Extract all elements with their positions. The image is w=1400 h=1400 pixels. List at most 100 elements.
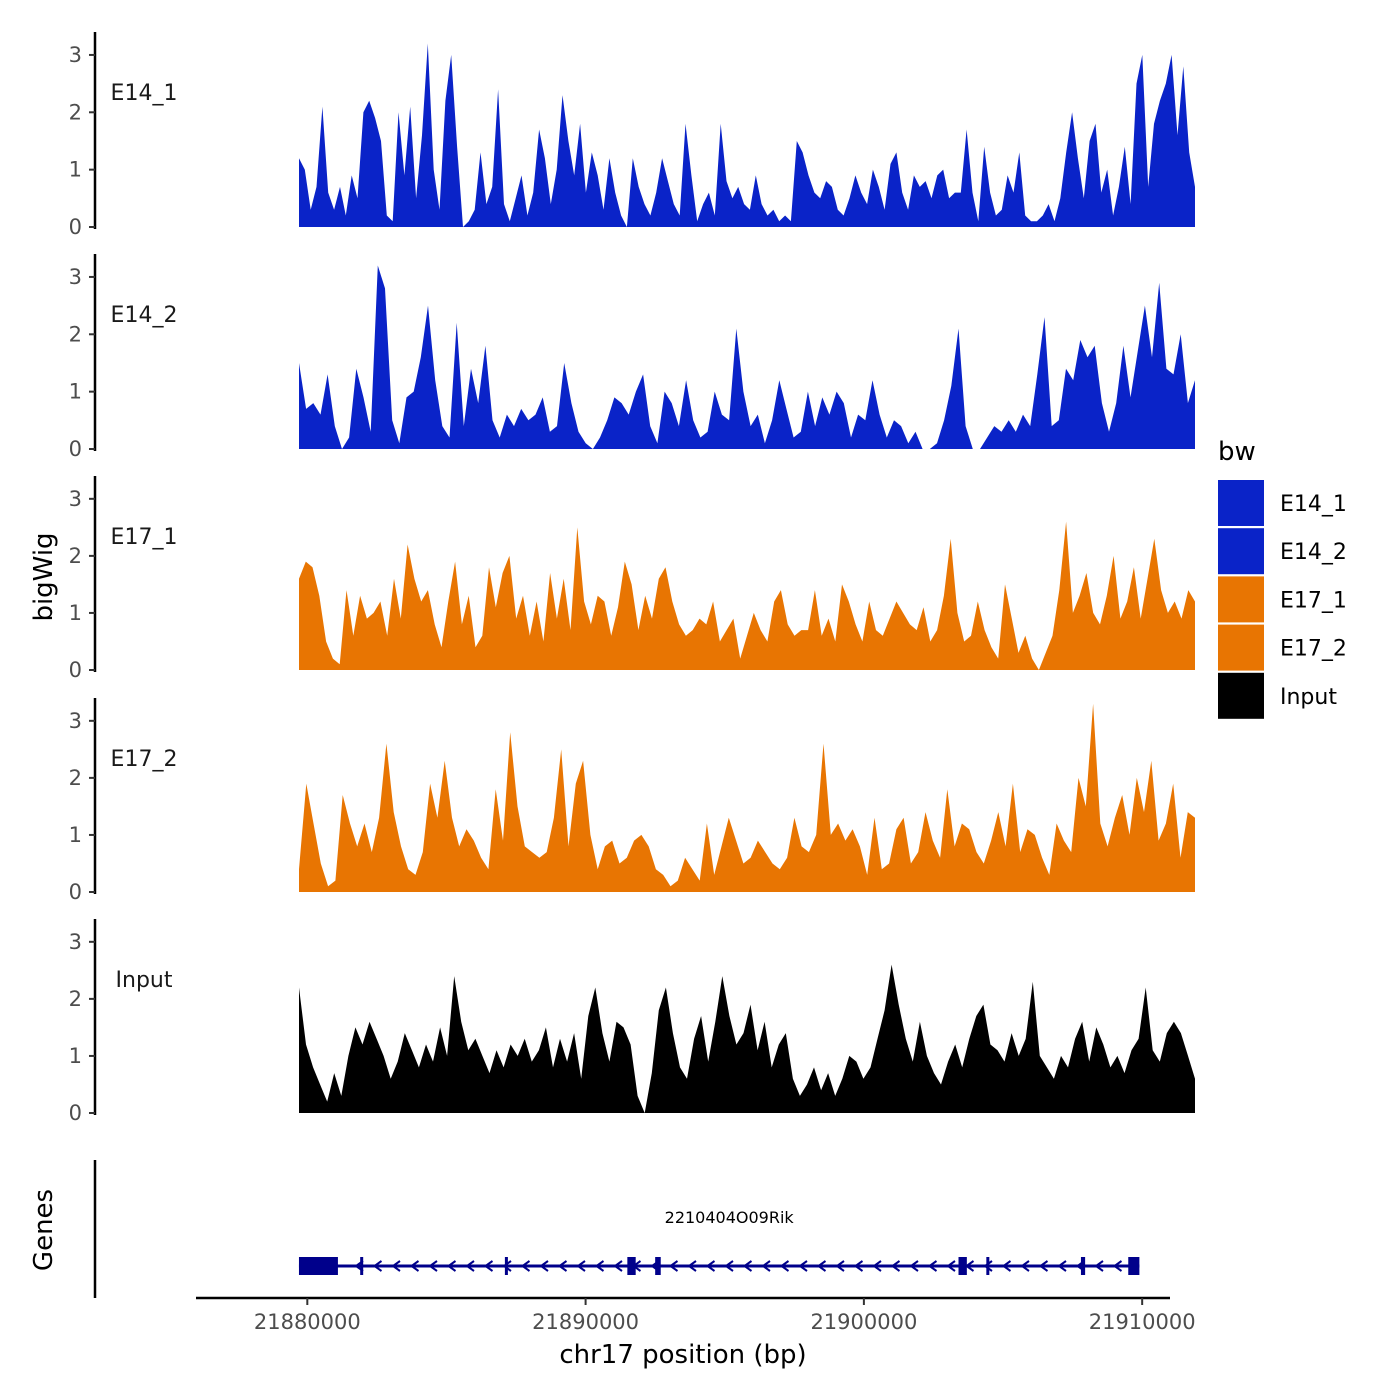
legend-swatch — [1218, 624, 1264, 671]
y-tick-label: 2 — [69, 987, 82, 1011]
y-tick-label: 1 — [69, 158, 82, 182]
gene-exon — [1080, 1257, 1086, 1275]
legend-label: Input — [1280, 685, 1337, 710]
signal-area — [299, 703, 1195, 892]
y-tick-label: 1 — [69, 601, 82, 625]
track-label: E17_2 — [111, 747, 178, 772]
gene-exon — [360, 1257, 364, 1275]
x-tick-label: 21900000 — [810, 1310, 917, 1334]
strand-arrow-icon — [668, 1260, 679, 1272]
signal-area — [299, 964, 1195, 1113]
gene-exon — [655, 1257, 661, 1275]
strand-arrow-icon — [391, 1260, 401, 1272]
track-e17-1: 0 1 2 3 E17_1 — [69, 476, 1195, 682]
strand-arrow-icon — [927, 1260, 938, 1272]
legend-title: bw — [1218, 437, 1256, 467]
x-tick-label: 21890000 — [532, 1310, 639, 1334]
y-tick-label: 2 — [69, 100, 82, 124]
strand-arrow-icon — [502, 1260, 512, 1272]
track-input: 0 1 2 3 Input — [69, 919, 1195, 1125]
y-tick-label: 3 — [69, 265, 82, 289]
strand-arrow-icon — [539, 1260, 549, 1272]
legend-swatch — [1218, 672, 1264, 719]
gene-exon — [504, 1257, 508, 1275]
y-tick-label: 2 — [69, 544, 82, 568]
strand-arrow-icon — [946, 1260, 956, 1272]
gene-exon — [958, 1257, 967, 1275]
track-label: Input — [116, 968, 173, 993]
strand-arrow-icon — [483, 1260, 494, 1272]
strand-arrow-icon — [705, 1260, 716, 1272]
signal-tracks: 0 1 2 3 E14_1 0 1 2 3 E14_2 0 1 2 3 E17_1 0 1 2 3 E17_2 0 1 2 3… — [69, 32, 1195, 1125]
legend-label: E17_1 — [1280, 588, 1347, 613]
strand-arrow-icon — [613, 1260, 623, 1272]
strand-arrow-icon — [724, 1260, 734, 1272]
strand-arrow-icon — [1112, 1260, 1123, 1272]
y-tick-label: 2 — [69, 766, 82, 790]
strand-arrows — [354, 1260, 1123, 1272]
y-tick-label: 3 — [69, 709, 82, 733]
strand-arrow-icon — [761, 1260, 771, 1272]
gene-exon — [627, 1257, 636, 1275]
y-tick-label: 1 — [69, 823, 82, 847]
strand-arrow-icon — [742, 1260, 753, 1272]
strand-arrow-icon — [779, 1260, 790, 1272]
y-tick-label: 3 — [69, 487, 82, 511]
strand-arrow-icon — [372, 1260, 383, 1272]
y-tick-label: 3 — [69, 930, 82, 954]
strand-arrow-icon — [983, 1260, 993, 1272]
x-axis: 21880000 21890000 21900000 21910000 — [196, 1296, 1196, 1334]
strand-arrow-icon — [594, 1260, 605, 1272]
track-e14-1: 0 1 2 3 E14_1 — [69, 32, 1195, 239]
strand-arrow-icon — [1038, 1260, 1049, 1272]
strand-arrow-icon — [872, 1260, 882, 1272]
gene-exon — [986, 1257, 990, 1275]
track-label: E14_2 — [111, 303, 178, 328]
y-tick-label: 0 — [69, 1101, 82, 1125]
strand-arrow-icon — [465, 1260, 475, 1272]
x-tick-label: 21910000 — [1089, 1310, 1196, 1334]
strand-arrow-icon — [1094, 1260, 1104, 1272]
gene-name-label: 2210404O09Rik — [665, 1208, 795, 1227]
legend-swatch — [1218, 576, 1264, 623]
x-tick-label: 21880000 — [254, 1310, 361, 1334]
track-label: E17_1 — [111, 525, 178, 550]
legend-swatch — [1218, 480, 1264, 526]
strand-arrow-icon — [576, 1260, 586, 1272]
y-tick-label: 2 — [69, 322, 82, 346]
strand-arrow-icon — [890, 1260, 901, 1272]
legend-label: E17_2 — [1280, 637, 1347, 662]
track-label: E14_1 — [111, 81, 178, 106]
strand-arrow-icon — [409, 1260, 420, 1272]
strand-arrow-icon — [798, 1260, 808, 1272]
strand-arrow-icon — [816, 1260, 827, 1272]
track-e17-2: 0 1 2 3 E17_2 — [69, 698, 1195, 904]
legend: bw E14_1 E14_2 E17_1 E17_2 Input — [1218, 437, 1347, 719]
legend-label: E14_2 — [1280, 540, 1347, 565]
genes-axis-title: Genes — [29, 1189, 59, 1271]
strand-arrow-icon — [909, 1260, 919, 1272]
strand-arrow-icon — [687, 1260, 697, 1272]
strand-arrow-icon — [853, 1260, 864, 1272]
y-axis-title: bigWig — [29, 532, 59, 621]
y-tick-label: 3 — [69, 43, 82, 67]
track-e14-2: 0 1 2 3 E14_2 — [69, 254, 1195, 461]
legend-swatch — [1218, 528, 1264, 575]
gene-exon — [1128, 1257, 1140, 1275]
y-tick-label: 0 — [69, 437, 82, 461]
strand-arrow-icon — [446, 1260, 457, 1272]
strand-arrow-icon — [1020, 1260, 1030, 1272]
signal-area — [299, 265, 1195, 449]
strand-arrow-icon — [1057, 1260, 1067, 1272]
signal-area — [299, 521, 1195, 670]
y-tick-label: 1 — [69, 1044, 82, 1068]
y-tick-label: 0 — [69, 658, 82, 682]
strand-arrow-icon — [428, 1260, 438, 1272]
strand-arrow-icon — [520, 1260, 531, 1272]
gene-exon — [298, 1257, 338, 1275]
legend-label: E14_1 — [1280, 492, 1347, 517]
strand-arrow-icon — [835, 1260, 845, 1272]
y-tick-label: 0 — [69, 215, 82, 239]
x-axis-title: chr17 position (bp) — [559, 1340, 806, 1370]
